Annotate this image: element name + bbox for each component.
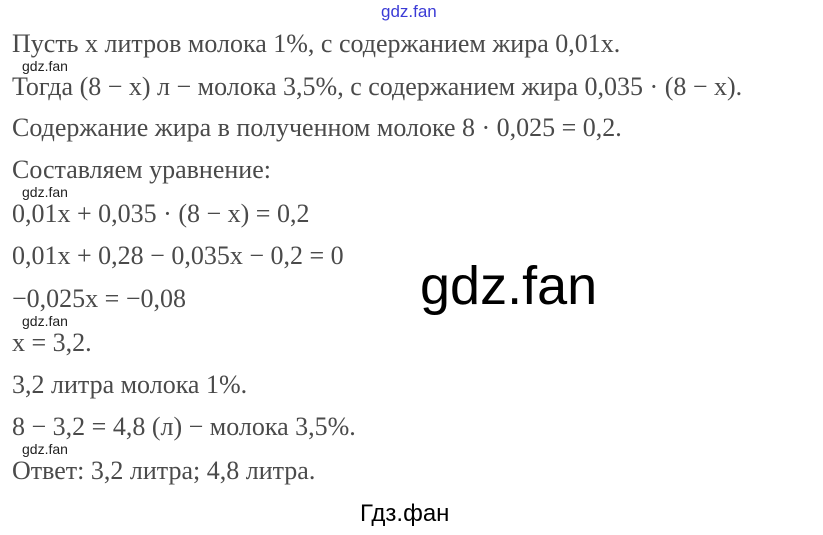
- solution-line-4: Составляем уравнение:: [12, 155, 271, 184]
- watermark-big: gdz.fan: [420, 256, 598, 316]
- solution-line-3: Содержание жира в полученном молоке 8 · …: [12, 113, 622, 142]
- watermark-small: gdz.fan: [22, 441, 68, 457]
- equation-result: x = 3,2.: [12, 328, 92, 357]
- answer-line: Ответ: 3,2 литра; 4,8 литра.: [12, 456, 316, 485]
- equation-line-2: 0,01x + 0,28 − 0,035x − 0,2 = 0: [12, 241, 344, 270]
- solution-line-1: Пусть x литров молока 1%, с содержанием …: [12, 29, 621, 58]
- watermark-small: gdz.fan: [22, 184, 68, 200]
- watermark-small: gdz.fan: [22, 58, 68, 74]
- equation-line-1: 0,01x + 0,035 · (8 − x) = 0,2: [12, 199, 310, 228]
- solution-line-10: 8 − 3,2 = 4,8 (л) − молока 3,5%.: [12, 412, 356, 441]
- watermark-small: gdz.fan: [22, 313, 68, 329]
- watermark-bottom: Гдз.фан: [360, 500, 450, 527]
- solution-line-9: 3,2 литра молока 1%.: [12, 370, 248, 399]
- equation-line-3: −0,025x = −0,08: [12, 284, 186, 313]
- watermark-top: gdz.fan: [381, 2, 437, 21]
- solution-line-2: Тогда (8 − x) л − молока 3,5%, с содержа…: [12, 72, 743, 101]
